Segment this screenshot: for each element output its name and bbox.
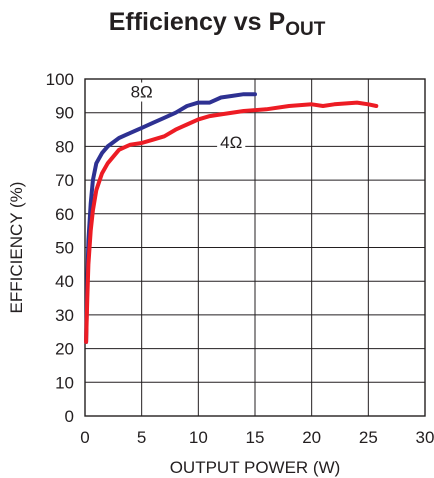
y-tick-label: 10: [55, 373, 74, 392]
x-tick-label: 10: [189, 428, 208, 447]
x-tick-label: 0: [80, 428, 89, 447]
x-tick-label: 15: [246, 428, 265, 447]
series-annotation: 8Ω: [131, 83, 153, 102]
y-tick-label: 30: [55, 306, 74, 325]
y-tick-label: 0: [65, 407, 74, 426]
y-tick-label: 40: [55, 272, 74, 291]
y-tick-label: 20: [55, 340, 74, 359]
annotation-background: [217, 133, 246, 153]
series-annotation: 4Ω: [220, 133, 242, 152]
y-tick-label: 80: [55, 137, 74, 156]
y-tick-label: 100: [46, 70, 74, 89]
plot-frame: [84, 78, 426, 417]
annotation-background: [127, 82, 156, 102]
series-line-8ohm: [84, 92, 257, 344]
y-axis-label: EFFICIENCY (%): [7, 182, 26, 314]
chart-title: Efficiency vs POUT: [108, 8, 326, 40]
y-tick-label: 50: [55, 239, 74, 258]
y-tick-label: 60: [55, 205, 74, 224]
x-tick-label: 25: [359, 428, 378, 447]
y-tick-label: 90: [55, 104, 74, 123]
x-tick-label: 30: [416, 428, 434, 447]
x-axis-label: OUTPUT POWER (W): [170, 458, 341, 477]
y-tick-label: 70: [55, 171, 74, 190]
x-tick-label: 5: [137, 428, 146, 447]
x-tick-label: 20: [302, 428, 321, 447]
series-line-4ohm: [84, 100, 379, 344]
